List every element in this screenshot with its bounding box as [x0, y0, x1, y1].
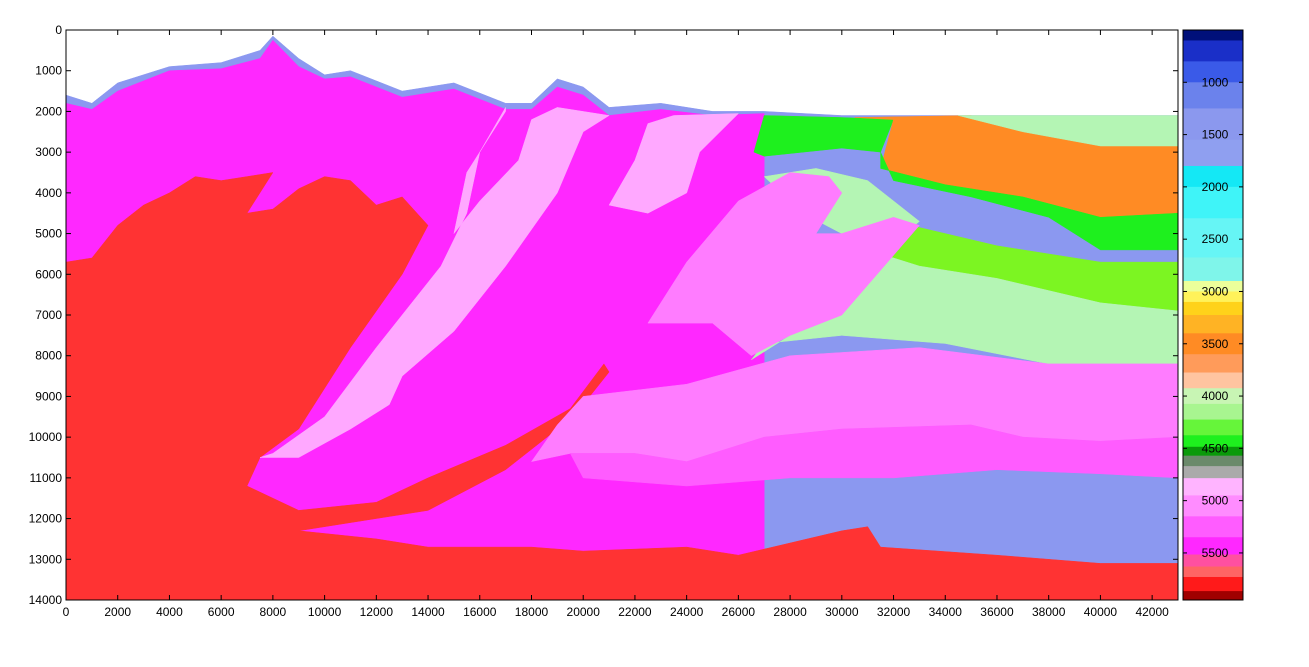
colorbar-tick-label: 4500	[1202, 441, 1229, 455]
layer-pale-pink-right	[608, 113, 740, 214]
y-tick-label: 4000	[35, 186, 62, 200]
y-tick-label: 11000	[30, 471, 63, 485]
y-tick-label: 10000	[29, 430, 63, 444]
colorbar-swatch	[1183, 281, 1243, 292]
colorbar-swatch	[1183, 455, 1243, 467]
colorbar-tick-label: 5000	[1202, 494, 1229, 508]
x-tick-label: 32000	[877, 605, 911, 619]
layer-pale-green-top	[958, 115, 1178, 147]
colorbar-swatch	[1183, 108, 1243, 141]
layer-red-basement	[66, 172, 1178, 600]
velocity-layers	[66, 35, 1178, 600]
y-tick-label: 6000	[35, 267, 62, 281]
colorbar-swatch	[1183, 186, 1243, 219]
x-tick-label: 38000	[1032, 605, 1066, 619]
x-tick-label: 34000	[929, 605, 963, 619]
colorbar-swatch	[1183, 566, 1243, 578]
colorbar-swatch	[1183, 516, 1243, 538]
x-tick-label: 14000	[411, 605, 445, 619]
colorbar-swatch	[1183, 61, 1243, 83]
y-tick-label: 14000	[29, 593, 63, 607]
colorbar-swatch	[1183, 301, 1243, 316]
x-tick-label: 28000	[773, 605, 807, 619]
x-tick-label: 42000	[1135, 605, 1169, 619]
y-tick-label: 9000	[35, 389, 62, 403]
colorbar-swatch	[1183, 315, 1243, 334]
colorbar-tick-label: 4000	[1202, 389, 1229, 403]
colorbar-swatch	[1183, 218, 1243, 258]
x-tick-label: 24000	[670, 605, 704, 619]
x-tick-label: 2000	[104, 605, 131, 619]
x-tick-label: 0	[63, 605, 70, 619]
colorbar-swatch	[1183, 257, 1243, 282]
x-tick-label: 8000	[260, 605, 287, 619]
colorbar-tick-label: 1500	[1202, 128, 1229, 142]
y-tick-label: 13000	[29, 552, 63, 566]
colorbar-tick-label: 2000	[1202, 180, 1229, 194]
x-tick-label: 40000	[1084, 605, 1118, 619]
colorbar-swatch	[1183, 591, 1243, 601]
y-tick-label: 1000	[35, 64, 62, 78]
colorbar-swatch	[1183, 435, 1243, 448]
colorbar-swatch	[1183, 419, 1243, 436]
colorbar-swatch	[1183, 554, 1243, 568]
x-tick-label: 20000	[567, 605, 601, 619]
y-tick-label: 12000	[29, 512, 63, 526]
x-tick-label: 6000	[208, 605, 235, 619]
colorbar-swatch	[1183, 291, 1243, 303]
x-tick-label: 26000	[722, 605, 756, 619]
x-tick-label: 30000	[825, 605, 859, 619]
layer-green-top	[753, 115, 894, 157]
layer-green-lower	[880, 151, 1178, 251]
colorbar-swatch	[1183, 82, 1243, 109]
colorbar: 1000 1500 2000 2500 3000 3500 4000 4500 5000 5500	[1182, 29, 1244, 601]
colorbar-swatch	[1183, 333, 1243, 355]
colorbar-tick-label: 3000	[1202, 284, 1229, 298]
colorbar-swatch	[1183, 354, 1243, 374]
y-tick-label: 5000	[35, 227, 62, 241]
colorbar-swatch	[1183, 30, 1243, 41]
colorbar-swatch	[1183, 446, 1243, 457]
x-axis: 0 2000 4000 6000 8000 10000 12000 14000 16000 180…	[63, 30, 1169, 619]
colorbar-tick-label: 5500	[1202, 546, 1229, 560]
colorbar-swatch	[1183, 139, 1243, 167]
y-tick-label: 7000	[35, 308, 62, 322]
colorbar-swatch	[1183, 40, 1243, 62]
x-tick-label: 12000	[360, 605, 394, 619]
x-tick-label: 4000	[156, 605, 183, 619]
layer-pink-upper-right	[647, 172, 920, 356]
y-tick-label: 2000	[35, 104, 62, 118]
colorbar-swatch	[1183, 495, 1243, 517]
x-tick-label: 18000	[515, 605, 549, 619]
colorbar-swatch	[1183, 372, 1243, 389]
colorbar-swatch	[1183, 466, 1243, 479]
y-tick-label: 0	[55, 23, 62, 37]
y-axis: 0 1000 2000 3000 4000 5000 6000 7000 8000 9000 100…	[29, 23, 1178, 607]
colorbar-swatch	[1183, 478, 1243, 496]
layer-pale-pink-fan	[259, 106, 610, 458]
colorbar-tick-label: 2500	[1202, 232, 1229, 246]
y-tick-label: 3000	[35, 145, 62, 159]
colorbar-swatch	[1183, 403, 1243, 421]
colorbar-swatch	[1183, 165, 1243, 188]
colorbar-swatch	[1183, 576, 1243, 592]
layer-pink-lower	[569, 424, 1178, 487]
colorbar-tick-label: 3500	[1202, 337, 1229, 351]
colorbar-swatch	[1183, 537, 1243, 556]
colorbar-tick-label: 1000	[1202, 75, 1229, 89]
x-tick-label: 10000	[308, 605, 342, 619]
y-tick-label: 8000	[35, 349, 62, 363]
x-tick-label: 16000	[463, 605, 497, 619]
x-tick-label: 22000	[618, 605, 652, 619]
colorbar-swatch	[1183, 388, 1243, 405]
x-tick-label: 36000	[980, 605, 1014, 619]
colorbar-frame	[1182, 29, 1244, 601]
